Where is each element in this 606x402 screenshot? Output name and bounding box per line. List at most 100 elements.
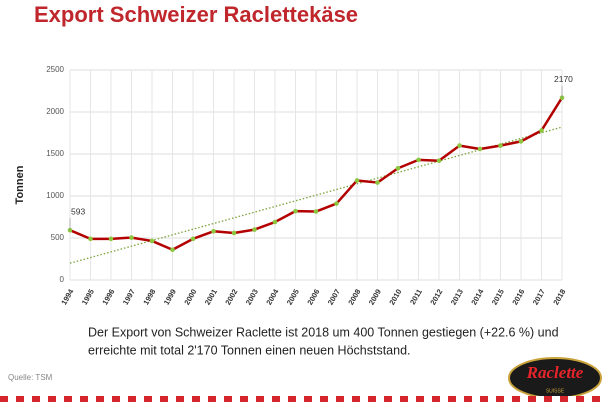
data-point [231,230,237,236]
caption-line: Der Export von Schweizer Raclette ist 20… [88,325,559,339]
data-point [477,146,483,152]
logo: Raclette SUISSE [508,357,602,399]
data-point [190,236,196,242]
strip-cell [312,396,320,402]
strip-cell [72,396,80,402]
strip-cell [320,396,328,402]
strip-cell [376,396,384,402]
strip-cell [32,396,40,402]
data-point [170,247,175,253]
strip-cell [544,396,552,402]
data-point [293,208,298,214]
data-point [211,228,216,234]
strip-cell [504,396,512,402]
logo-sub: SUISSE [546,388,565,394]
strip-cell [152,396,160,402]
data-point [272,219,278,225]
strip-cell [480,396,488,402]
strip-cell [464,396,472,402]
data-point [88,236,93,242]
strip-cell [560,396,568,402]
strip-cell [184,396,192,402]
y-tick-label: 1500 [46,149,64,158]
data-point [375,180,380,185]
chart-title: Export Schweizer Raclettekäse [34,2,358,27]
y-tick-label: 2000 [46,107,64,116]
strip-cell [272,396,280,402]
strip-cell [288,396,296,402]
y-tick-label: 0 [60,275,65,284]
strip-cell [584,396,592,402]
strip-cell [552,396,560,402]
strip-cell [392,396,400,402]
data-point [457,143,462,148]
strip-cell [128,396,136,402]
strip-cell [512,396,520,402]
strip-cell [528,396,536,402]
strip-cell [192,396,200,402]
data-point [498,143,503,148]
checkered-strip [0,396,606,402]
strip-cell [56,396,64,402]
strip-cell [408,396,416,402]
strip-cell [424,396,432,402]
data-point [149,238,155,244]
data-point [313,209,319,214]
strip-cell [248,396,256,402]
data-label: 2170 [554,74,573,84]
strip-cell [208,396,216,402]
strip-cell [112,396,120,402]
strip-cell [440,396,448,402]
strip-cell [600,396,606,402]
strip-cell [360,396,368,402]
strip-cell [328,396,336,402]
strip-cell [120,396,128,402]
strip-cell [240,396,248,402]
strip-cell [448,396,456,402]
strip-cell [456,396,464,402]
data-point [416,157,421,163]
strip-cell [64,396,72,402]
strip-cell [40,396,48,402]
strip-cell [96,396,104,402]
data-point [436,158,442,164]
data-point [108,236,114,242]
strip-cell [304,396,312,402]
strip-cell [496,396,504,402]
strip-cell [368,396,376,402]
strip-cell [416,396,424,402]
strip-cell [352,396,360,402]
y-axis-label: Tonnen [14,165,26,204]
data-point [129,235,134,240]
strip-cell [88,396,96,402]
strip-cell [336,396,344,402]
strip-cell [520,396,528,402]
strip-cell [224,396,232,402]
data-point [252,227,257,232]
strip-cell [80,396,88,402]
strip-cell [232,396,240,402]
strip-cell [256,396,264,402]
strip-cell [400,396,408,402]
data-point [334,201,339,206]
strip-cell [168,396,176,402]
data-label: 593 [71,206,85,216]
strip-cell [264,396,272,402]
strip-cell [576,396,584,402]
strip-cell [344,396,352,402]
strip-cell [568,396,576,402]
data-point [354,178,360,183]
strip-cell [160,396,168,402]
data-point [539,128,544,133]
strip-cell [176,396,184,402]
strip-cell [432,396,440,402]
y-tick-label: 1000 [46,191,64,200]
strip-cell [104,396,112,402]
strip-cell [216,396,224,402]
strip-cell [8,396,16,402]
caption-line: erreichte mit total 2'170 Tonnen einen n… [88,343,411,357]
strip-cell [16,396,24,402]
strip-cell [0,396,8,402]
